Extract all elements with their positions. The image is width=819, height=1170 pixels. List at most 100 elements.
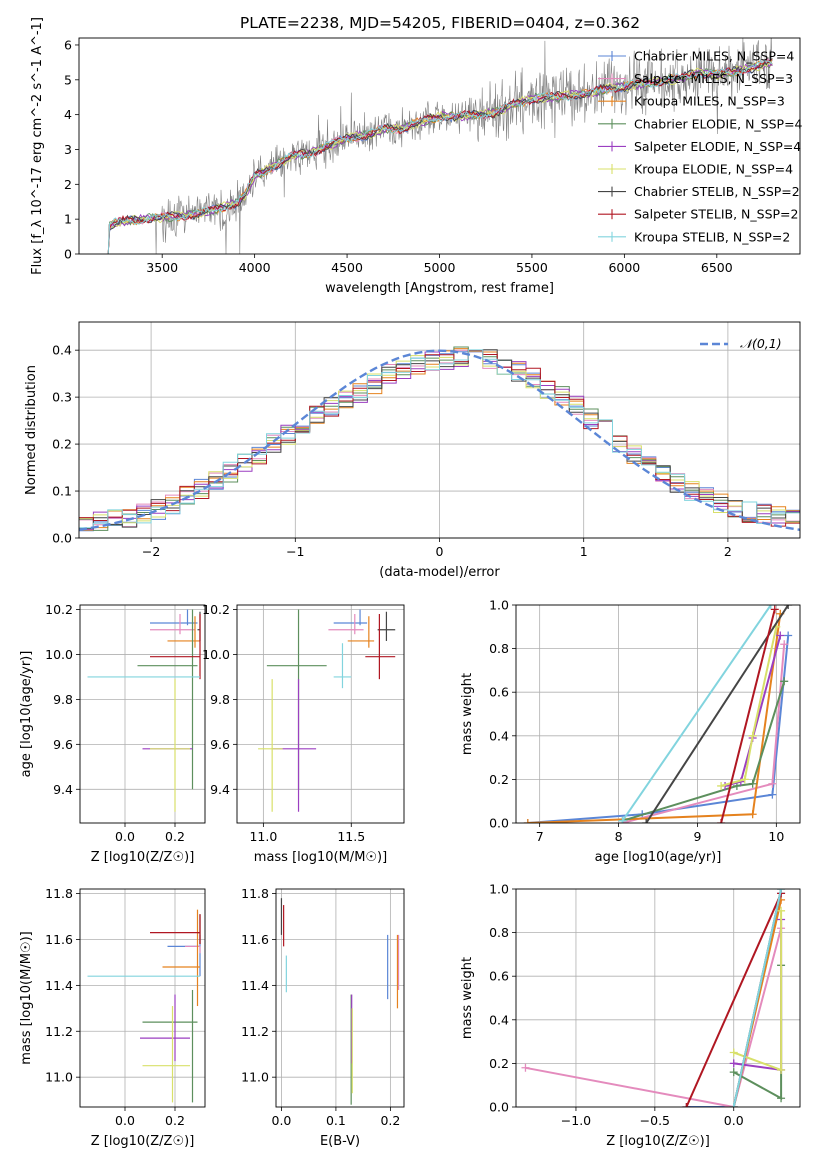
x-tick-label: 9 <box>693 829 701 844</box>
model-spectrum-kroupa-stelib <box>106 59 773 254</box>
x-tick-label: 0.0 <box>724 1113 744 1128</box>
plot-area <box>521 889 786 1107</box>
x-axis-label: Z [log10(Z/Z☉)] <box>91 850 195 865</box>
y-tick-label: 0.2 <box>489 772 509 787</box>
x-tick-label: 6000 <box>608 260 640 275</box>
errorbar-chabrier-miles <box>333 609 368 626</box>
y-tick-label: 0.0 <box>52 531 72 546</box>
legend-label: Salpeter STELIB, N_SSP=2 <box>634 207 798 222</box>
plot-area <box>523 605 793 823</box>
x-axis-label: wavelength [Angstrom, rest frame] <box>325 281 554 296</box>
errorbar-chabrier-elodie <box>137 609 198 790</box>
errorbar-kroupa-elodie <box>258 679 283 812</box>
weight-marker <box>748 810 757 819</box>
y-tick-label: 2 <box>64 177 72 192</box>
weight-marker <box>784 605 793 609</box>
weight-marker <box>642 819 651 823</box>
y-axis-label: mass weight <box>460 673 475 755</box>
weight-marker <box>729 1059 738 1068</box>
axes-frame <box>275 888 405 1108</box>
y-tick-label: 0.2 <box>52 437 72 452</box>
y-tick-label: 9.8 <box>210 692 230 707</box>
errorbar-chabrier-elodie <box>142 989 198 1103</box>
y-tick-label: 10.2 <box>45 602 73 617</box>
errorbar-kroupa-stelib <box>333 643 352 689</box>
x-tick-label: 0.2 <box>165 829 185 844</box>
y-tick-label: 11.8 <box>45 886 73 901</box>
x-tick-label: 11.5 <box>337 829 365 844</box>
x-tick-label: 5500 <box>516 260 548 275</box>
y-tick-label: 11.2 <box>241 1024 269 1039</box>
y-tick-label: 0.6 <box>489 969 509 984</box>
y-axis-label: mass [log10(M/M☉)] <box>19 931 34 1064</box>
x-tick-label: 5000 <box>424 260 456 275</box>
x-tick-label: −0.5 <box>640 1113 670 1128</box>
weight-marker <box>740 775 749 784</box>
y-tick-label: 9.6 <box>53 737 73 752</box>
histogram-kroupa-stelib <box>79 349 800 529</box>
weight-marker <box>777 889 786 893</box>
weight-marker <box>748 731 757 740</box>
y-tick-label: 11.6 <box>45 932 73 947</box>
x-tick-label: 1 <box>580 544 588 559</box>
x-axis-label: E(B-V) <box>320 1134 360 1149</box>
panel-age-vs-Z: 0.0 0.2 9.4 9.6 9.8 10.0 10.2 Z [log10(Z/Z☉)] ag… <box>19 602 206 865</box>
y-tick-label: 1 <box>64 212 72 227</box>
y-axis-label: age [log10(age/yr)] <box>19 651 34 778</box>
errorbar-salpeter-stelib <box>365 613 396 680</box>
weight-marker <box>784 631 793 640</box>
x-tick-label: −1 <box>286 544 304 559</box>
errorbar-chabrier-miles <box>150 609 198 626</box>
weight-marker <box>729 1103 738 1107</box>
panel-mass-vs-EBV: 0.0 0.1 0.2 11.0 11.2 11.4 11.6 11.8 E(B-V) <box>241 886 405 1149</box>
panel-residuals: −2 −1 0 1 2 0.0 0.1 0.2 0.3 0.4 (data-model)/error… <box>24 321 801 580</box>
y-tick-label: 0.3 <box>52 390 72 405</box>
x-tick-label: 4000 <box>239 260 271 275</box>
x-tick-label: 11.0 <box>249 829 277 844</box>
weight-line-salpeter-stelib <box>685 892 783 1107</box>
errorbar-salpeter-elodie <box>140 994 190 1062</box>
y-tick-label: 9.4 <box>53 782 73 797</box>
legend-label: Chabrier ELODIE, N_SSP=4 <box>634 116 803 131</box>
weight-marker <box>768 790 777 799</box>
spectrum-legend: Chabrier MILES, N_SSP=4 Salpeter MILES, N… <box>598 49 803 244</box>
errorbar-salpeter-stelib <box>150 914 201 945</box>
weight-marker <box>770 605 779 614</box>
errorbar-kroupa-miles <box>162 909 200 1007</box>
y-tick-label: 11.4 <box>45 978 73 993</box>
weight-marker <box>521 1063 530 1072</box>
y-tick-label: 0.0 <box>489 1100 509 1115</box>
plot-area <box>280 898 400 1105</box>
y-tick-label: 11.2 <box>45 1024 73 1039</box>
weight-marker <box>618 816 627 823</box>
axes-frame <box>79 888 206 1108</box>
y-tick-label: 0.1 <box>52 484 72 499</box>
errorbar-kroupa-elodie <box>150 679 190 812</box>
x-tick-label: 4500 <box>331 260 363 275</box>
weight-marker <box>729 1068 738 1077</box>
weight-line-kroupa-stelib <box>732 889 783 1107</box>
errorbar-chabrier-miles <box>167 934 201 977</box>
y-tick-label: 0.2 <box>489 1056 509 1071</box>
weight-marker <box>523 819 532 823</box>
legend-label: Kroupa ELODIE, N_SSP=4 <box>634 162 793 177</box>
normal-curve <box>79 349 800 531</box>
legend-label: Kroupa STELIB, N_SSP=2 <box>634 229 790 244</box>
plot-area <box>79 346 800 532</box>
y-tick-label: 0 <box>64 247 72 262</box>
x-tick-label: 3500 <box>146 260 178 275</box>
errorbar-salpeter-stelib <box>150 613 201 680</box>
y-tick-label: 0.6 <box>489 685 509 700</box>
errorbar-salpeter-miles <box>150 613 195 635</box>
x-axis-label: mass [log10(M/M☉)] <box>254 850 387 865</box>
weight-marker <box>748 779 757 788</box>
weight-line-chabrier-elodie <box>622 681 786 822</box>
axes-frame <box>515 888 801 1108</box>
weight-line-chabrier-stelib <box>645 605 790 823</box>
y-tick-label: 1.0 <box>489 598 509 613</box>
weight-line-salpeter-elodie <box>724 635 782 787</box>
axes-frame <box>78 37 801 255</box>
weight-marker <box>729 1048 738 1057</box>
y-tick-label: 0.8 <box>489 641 509 656</box>
